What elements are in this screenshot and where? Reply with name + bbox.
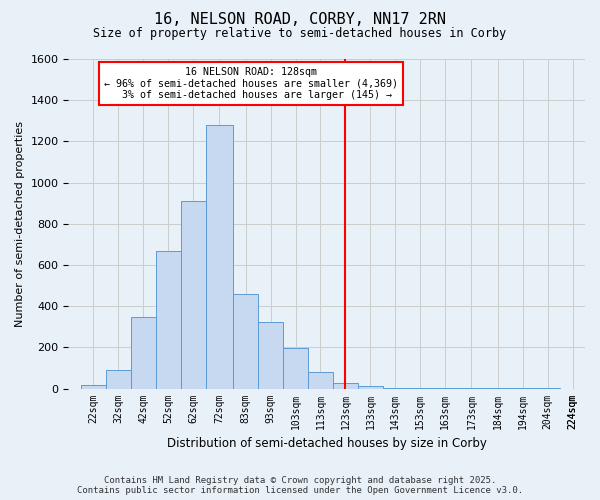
X-axis label: Distribution of semi-detached houses by size in Corby: Distribution of semi-detached houses by …	[167, 437, 487, 450]
Bar	[283, 348, 308, 389]
Text: Contains HM Land Registry data © Crown copyright and database right 2025.
Contai: Contains HM Land Registry data © Crown c…	[77, 476, 523, 495]
Bar	[131, 318, 156, 388]
Bar	[333, 384, 358, 388]
Text: 16 NELSON ROAD: 128sqm
← 96% of semi-detached houses are smaller (4,369)
  3% of: 16 NELSON ROAD: 128sqm ← 96% of semi-det…	[104, 67, 398, 100]
Y-axis label: Number of semi-detached properties: Number of semi-detached properties	[15, 121, 25, 327]
Bar	[358, 386, 383, 388]
Bar	[106, 370, 131, 388]
Text: 16, NELSON ROAD, CORBY, NN17 2RN: 16, NELSON ROAD, CORBY, NN17 2RN	[154, 12, 446, 28]
Bar	[308, 372, 333, 388]
Bar	[233, 294, 258, 388]
Bar	[81, 386, 106, 388]
Bar	[156, 250, 181, 388]
Text: Size of property relative to semi-detached houses in Corby: Size of property relative to semi-detach…	[94, 28, 506, 40]
Bar	[181, 201, 206, 388]
Bar	[258, 322, 283, 388]
Bar	[206, 125, 233, 388]
